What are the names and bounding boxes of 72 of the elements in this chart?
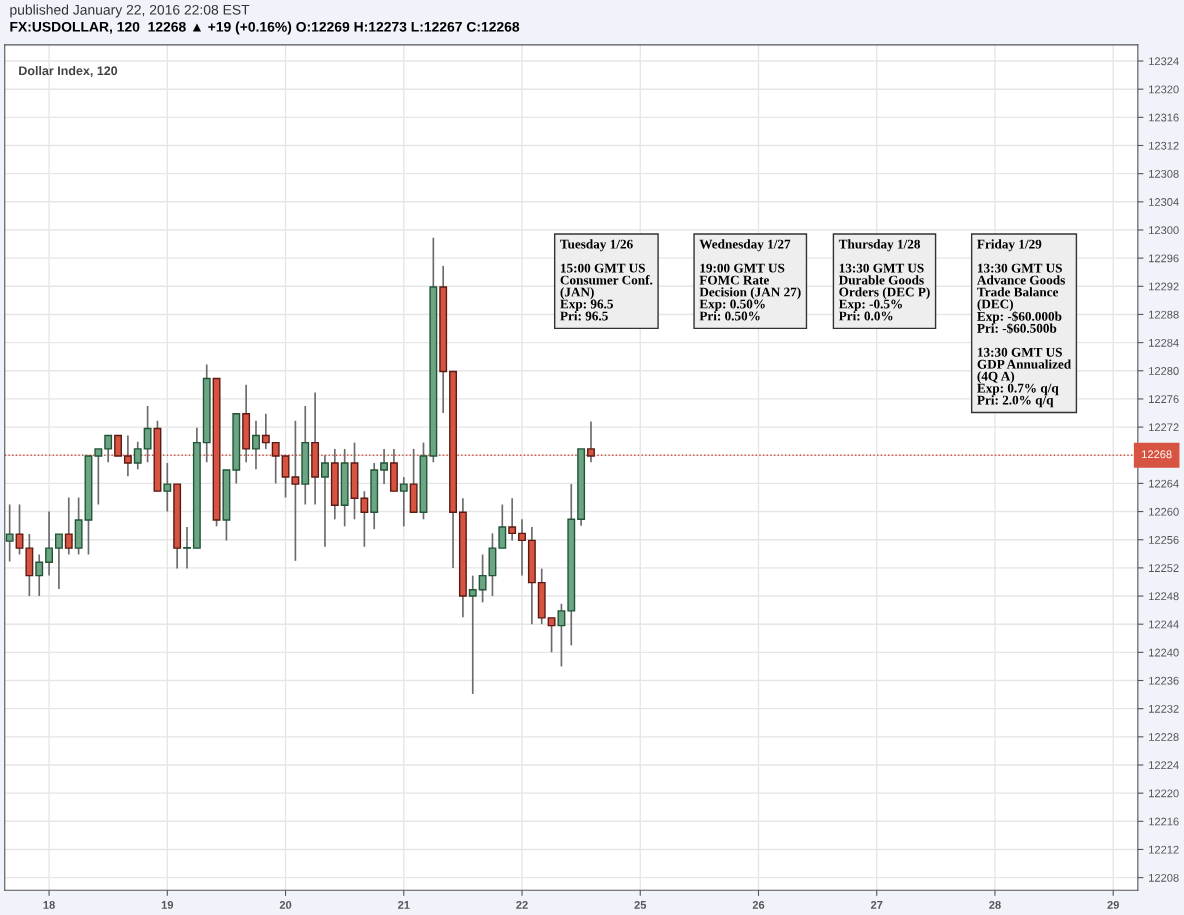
text: published January 22, 2016 22:08 EST (10, 4, 250, 18)
candlestick (45, 510, 54, 577)
candlestick (143, 405, 152, 464)
x-tick-label: 26 (752, 901, 765, 909)
y-tick-label: 12292 (1149, 282, 1179, 291)
candlestick (498, 503, 507, 550)
y-tick-label: 12252 (1149, 564, 1179, 573)
y-tick-label: 12304 (1149, 198, 1179, 206)
y-tick-label: 12264 (1149, 479, 1179, 488)
annotation: Thursday 1/28 13:30 GMT US Durable Goods Orders (DEC P) Exp: -0.5% Pri: 0.0% (838, 239, 930, 321)
y-tick-label: 12284 (1149, 338, 1179, 347)
candlestick (508, 497, 517, 542)
x-tick-label: 22 (516, 901, 528, 909)
x-tick-label: 19 (161, 901, 174, 909)
candlestick (261, 412, 270, 450)
candlestick (360, 490, 369, 548)
y-tick-label: 12240 (1149, 648, 1179, 657)
y-tick-label: 12256 (1149, 535, 1179, 544)
y-tick-label: 12272 (1149, 423, 1179, 432)
y-tick-label: 12300 (1149, 226, 1179, 235)
text: Friday 1/29 13:30 GMT US Advance Goods Trade Balance (DEC) Exp: -$60.000b Pri: -$60.500b 13:30 GMT US GDP Annualized (4Q A) Exp: 0.7% q/q Pri: 2.0% q/q (977, 239, 1071, 408)
chart-title: FX:USDOLLAR, 120 12268 ▲ +19 (+0.16%) O:12269 H:12273 L:12267 C:12268 (10, 21, 520, 35)
x-tick-label: 28 (989, 901, 1001, 909)
candlestick (94, 448, 103, 506)
y-tick-label: 12296 (1149, 254, 1179, 263)
y-tick-label: 12248 (1149, 592, 1179, 601)
candlestick (104, 434, 113, 464)
candlestick (15, 503, 24, 556)
candlestick (557, 602, 566, 668)
y-tick-label: 12224 (1149, 761, 1179, 770)
candlestick (252, 419, 260, 471)
x-tick-label: 21 (397, 901, 410, 909)
y-tick-label: 12220 (1149, 789, 1179, 798)
ref-line-label: 12268 (1142, 450, 1172, 459)
candlestick (133, 441, 142, 471)
y-tick-label: 12208 (1149, 873, 1179, 882)
y-tick-label: 12316 (1149, 113, 1179, 122)
y-tick-label: 12324 (1149, 57, 1179, 66)
candlestick (35, 553, 44, 597)
y-tick-label: 12280 (1149, 367, 1179, 375)
y-tick-label: 12260 (1149, 507, 1179, 516)
candlestick (183, 526, 191, 570)
annotation: Wednesday 1/27 19:00 GMT US FOMC Rate Decision (JAN 27) Exp: 0.50% Pri: 0.50% (699, 239, 801, 321)
y-tick-label: 12216 (1149, 817, 1179, 826)
candlestick (163, 462, 172, 513)
candlestick (399, 476, 408, 528)
y-tick-label: 12312 (1149, 141, 1179, 150)
y-tick-label: 12276 (1149, 395, 1179, 404)
candlestick (547, 617, 556, 654)
y-tick-label: 12288 (1149, 310, 1179, 319)
y-tick-label: 12308 (1149, 169, 1179, 178)
y-tick-label: 12228 (1149, 733, 1179, 741)
y-tick-label: 12236 (1149, 676, 1179, 685)
annotation: Tuesday 1/26 15:00 GMT US Consumer Conf. (JAN) Exp: 96.5 Pri: 96.5 (560, 239, 653, 321)
candlestick (54, 533, 63, 590)
x-tick-label: 20 (279, 901, 292, 909)
x-tick-label: 27 (870, 901, 883, 909)
candlestick (380, 448, 389, 485)
y-tick-label: 12212 (1149, 845, 1179, 854)
candlestick (321, 454, 329, 548)
candlestick (5, 503, 14, 563)
y-tick-label: 12244 (1149, 620, 1179, 629)
annotation: Dollar Index, 120 (19, 65, 118, 77)
x-tick-label: 29 (1107, 901, 1119, 909)
candlestick (64, 496, 73, 556)
y-tick-label: 12232 (1149, 704, 1179, 713)
x-tick-label: 25 (634, 901, 647, 909)
candlestick (518, 518, 526, 577)
candlestick (478, 553, 487, 604)
y-tick-label: 12320 (1149, 85, 1179, 94)
candlestick (468, 574, 477, 695)
x-tick-label: 18 (43, 901, 55, 909)
